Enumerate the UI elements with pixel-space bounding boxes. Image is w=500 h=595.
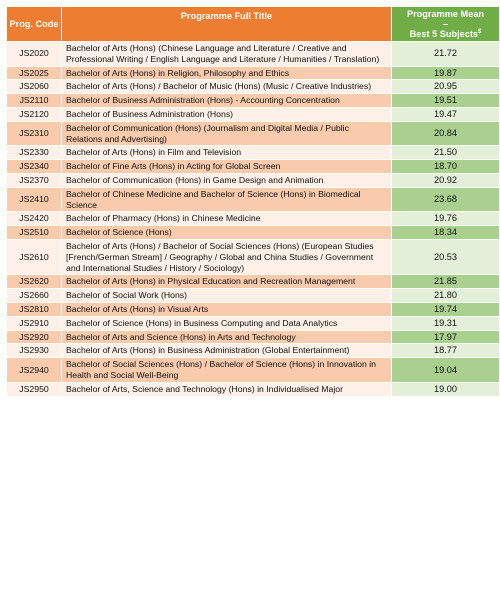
mean-header-footnote-mark: $ (478, 29, 482, 35)
programme-mean-cell: 18.77 (391, 343, 500, 359)
programme-title-cell: Bachelor of Communication (Hons) in Game… (61, 173, 392, 188)
programme-mean-cell: 20.95 (391, 79, 500, 95)
table-row: JS2810 Bachelor of Arts (Hons) in Visual … (6, 302, 500, 317)
table-row: JS2340 Bachelor of Fine Arts (Hons) in Ac… (6, 159, 500, 175)
table-row: JS2120 Bachelor of Business Administratio… (6, 107, 500, 122)
programme-title-cell: Bachelor of Arts (Hons) (Chinese Languag… (61, 41, 392, 67)
programme-mean-cell: 18.34 (391, 225, 500, 241)
programme-mean-cell: 19.76 (391, 211, 500, 227)
programme-mean-cell: 18.70 (391, 159, 500, 175)
programme-mean-cell: 19.87 (391, 65, 500, 81)
programme-mean-cell: 21.80 (391, 288, 500, 303)
programme-title-cell: Bachelor of Social Work (Hons) (61, 288, 392, 303)
programme-mean-cell: 19.04 (391, 357, 500, 383)
mean-header-line2: – (442, 19, 449, 29)
programme-mean-cell: 19.51 (391, 93, 500, 109)
table-row: JS2370 Bachelor of Communication (Hons) i… (6, 173, 500, 188)
programme-mean-header: Programme Mean – Best 5 Subjects$ (391, 5, 500, 43)
prog-code-cell: JS2930 (6, 343, 62, 359)
table-row: JS2660 Bachelor of Social Work (Hons) 21.8… (6, 288, 500, 303)
table-row: JS2020 Bachelor of Arts (Hons) (Chinese L… (6, 41, 500, 67)
programme-title-cell: Bachelor of Arts (Hons) in Religion, Phi… (61, 65, 392, 81)
table-row: JS2330 Bachelor of Arts (Hons) in Film an… (6, 145, 500, 161)
programme-title-cell: Bachelor of Chinese Medicine and Bachelo… (61, 186, 392, 213)
mean-header-line3: Best 5 Subjects (409, 29, 479, 40)
table-row: JS2410 Bachelor of Chinese Medicine and B… (6, 186, 500, 213)
prog-code-cell: JS2025 (6, 65, 62, 81)
prog-code-cell: JS2410 (6, 186, 62, 213)
programme-title-cell: Bachelor of Science (Hons) (61, 225, 392, 241)
programme-mean-cell: 19.47 (391, 107, 500, 122)
prog-code-cell: JS2920 (6, 329, 62, 345)
table-row: JS2510 Bachelor of Science (Hons) 18.34 (6, 225, 500, 241)
prog-code-cell: JS2310 (6, 120, 62, 147)
table-row: JS2940 Bachelor of Social Sciences (Hons)… (6, 357, 500, 383)
programme-mean-cell: 21.85 (391, 274, 500, 290)
programme-mean-cell: 20.92 (391, 173, 500, 188)
programme-mean-cell: 17.97 (391, 329, 500, 345)
table-row: JS2930 Bachelor of Arts (Hons) in Busines… (6, 343, 500, 359)
programme-title-cell: Bachelor of Communication (Hons) (Journa… (61, 120, 392, 147)
programme-title-cell: Bachelor of Fine Arts (Hons) in Acting f… (61, 159, 392, 175)
header-row: Prog. Code Programme Full Title Programm… (6, 5, 500, 43)
programme-mean-cell: 19.00 (391, 381, 500, 397)
table-row: JS2610 Bachelor of Arts (Hons) / Bachelor… (6, 239, 500, 276)
prog-code-cell: JS2810 (6, 302, 62, 317)
programme-mean-cell: 20.84 (391, 120, 500, 147)
programme-title-cell: Bachelor of Business Administration (Hon… (61, 93, 392, 109)
prog-code-header: Prog. Code (6, 5, 62, 43)
programme-title-cell: Bachelor of Social Sciences (Hons) / Bac… (61, 357, 392, 383)
table-row: JS2950 Bachelor of Arts, Science and Tech… (6, 381, 500, 397)
mean-header-line1: Programme Mean (406, 9, 485, 19)
table-row: JS2910 Bachelor of Science (Hons) in Busi… (6, 315, 500, 331)
prog-code-cell: JS2340 (6, 159, 62, 175)
prog-code-cell: JS2370 (6, 173, 62, 188)
programme-mean-cell: 19.74 (391, 302, 500, 317)
programme-title-cell: Bachelor of Arts and Science (Hons) in A… (61, 329, 392, 345)
prog-code-cell: JS2020 (6, 41, 62, 67)
programme-mean-table: Prog. Code Programme Full Title Programm… (6, 5, 500, 397)
table-body: JS2020 Bachelor of Arts (Hons) (Chinese L… (6, 41, 500, 397)
table-row: JS2420 Bachelor of Pharmacy (Hons) in Chi… (6, 211, 500, 227)
prog-code-cell: JS2060 (6, 79, 62, 95)
prog-code-cell: JS2610 (6, 239, 62, 276)
programme-title-cell: Bachelor of Arts (Hons) in Physical Educ… (61, 274, 392, 290)
prog-code-cell: JS2420 (6, 211, 62, 227)
programme-title-cell: Bachelor of Arts (Hons) in Film and Tele… (61, 145, 392, 161)
programme-title-cell: Bachelor of Arts (Hons) / Bachelor of Mu… (61, 79, 392, 95)
table-row: JS2025 Bachelor of Arts (Hons) in Religio… (6, 65, 500, 81)
prog-code-cell: JS2940 (6, 357, 62, 383)
programme-title-cell: Bachelor of Arts (Hons) in Business Admi… (61, 343, 392, 359)
programme-mean-cell: 21.72 (391, 41, 500, 67)
prog-code-cell: JS2510 (6, 225, 62, 241)
prog-code-cell: JS2950 (6, 381, 62, 397)
table-row: JS2110 Bachelor of Business Administratio… (6, 93, 500, 109)
prog-code-cell: JS2110 (6, 93, 62, 109)
programme-title-cell: Bachelor of Pharmacy (Hons) in Chinese M… (61, 211, 392, 227)
prog-code-cell: JS2910 (6, 315, 62, 331)
programme-mean-cell: 23.68 (391, 186, 500, 213)
programme-title-header: Programme Full Title (61, 5, 392, 43)
table-row: JS2310 Bachelor of Communication (Hons) (… (6, 120, 500, 147)
table-row: JS2060 Bachelor of Arts (Hons) / Bachelor… (6, 79, 500, 95)
programme-title-cell: Bachelor of Arts (Hons) in Visual Arts (61, 302, 392, 317)
prog-code-cell: JS2120 (6, 107, 62, 122)
programme-mean-cell: 21.50 (391, 145, 500, 161)
programme-mean-cell: 20.53 (391, 239, 500, 276)
programme-title-cell: Bachelor of Business Administration (Hon… (61, 107, 392, 122)
table-row: JS2920 Bachelor of Arts and Science (Hons… (6, 329, 500, 345)
prog-code-cell: JS2620 (6, 274, 62, 290)
prog-code-cell: JS2660 (6, 288, 62, 303)
programme-title-cell: Bachelor of Arts (Hons) / Bachelor of So… (61, 239, 392, 276)
table-row: JS2620 Bachelor of Arts (Hons) in Physica… (6, 274, 500, 290)
programme-mean-cell: 19.31 (391, 315, 500, 331)
prog-code-cell: JS2330 (6, 145, 62, 161)
programme-title-cell: Bachelor of Arts, Science and Technology… (61, 381, 392, 397)
programme-title-cell: Bachelor of Science (Hons) in Business C… (61, 315, 392, 331)
